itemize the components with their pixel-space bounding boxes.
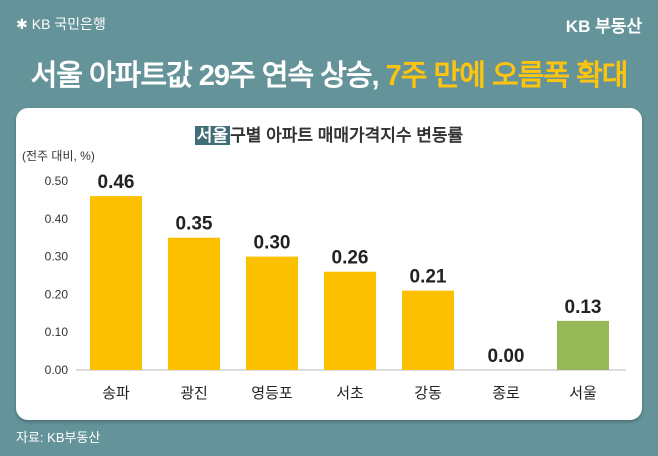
data-label: 0.35	[176, 214, 213, 235]
x-tick-label: 종로	[492, 385, 520, 402]
y-tick-label: 0.20	[45, 287, 69, 301]
y-axis-label: (전주 대비, %)	[22, 149, 95, 163]
chart-title-text: 구별 아파트 매매가격지수 변동률	[230, 126, 464, 145]
x-tick-label: 서울	[569, 385, 597, 402]
data-label: 0.30	[254, 233, 291, 254]
y-tick-label: 0.30	[45, 250, 69, 264]
headline: 서울 아파트값 29주 연속 상승, 7주 만에 오름폭 확대	[0, 52, 658, 94]
y-tick-label: 0.40	[45, 212, 69, 226]
kb-real-estate-brand: KB 부동산	[565, 17, 642, 36]
x-tick-label: 강동	[414, 385, 442, 402]
chart-title-tag: 서울	[194, 126, 231, 145]
bar-광진	[168, 237, 220, 370]
bar-서울	[557, 320, 609, 370]
source-note: 자료: KB부동산	[16, 430, 101, 445]
bar-강동	[402, 290, 454, 370]
data-label: 0.13	[565, 297, 602, 318]
headline-highlight: 7주 만에 오름폭 확대	[385, 60, 629, 92]
data-label: 0.21	[410, 267, 447, 288]
data-label: 0.26	[332, 248, 369, 269]
x-tick-label: 영등포	[251, 385, 293, 402]
x-tick-label: 광진	[180, 385, 208, 402]
headline-main: 서울 아파트값 29주 연속 상승,	[30, 60, 386, 92]
data-label: 0.00	[488, 346, 525, 367]
y-tick-label: 0.00	[45, 363, 69, 377]
bar-영등포	[246, 256, 298, 370]
x-tick-label: 서초	[336, 385, 364, 402]
chart-title: 서울 구별 아파트 매매가격지수 변동률	[0, 121, 658, 146]
data-label: 0.46	[98, 172, 135, 193]
x-tick-label: 송파	[102, 385, 130, 402]
y-tick-label: 0.10	[45, 325, 69, 339]
kb-star-icon: ✱	[16, 15, 28, 32]
bank-name: KB 국민은행	[31, 16, 106, 32]
kb-bank-logo: ✱ KB 국민은행	[16, 14, 106, 34]
y-tick-label: 0.50	[45, 174, 69, 188]
bar-송파	[90, 196, 142, 370]
bar-서초	[324, 271, 376, 370]
